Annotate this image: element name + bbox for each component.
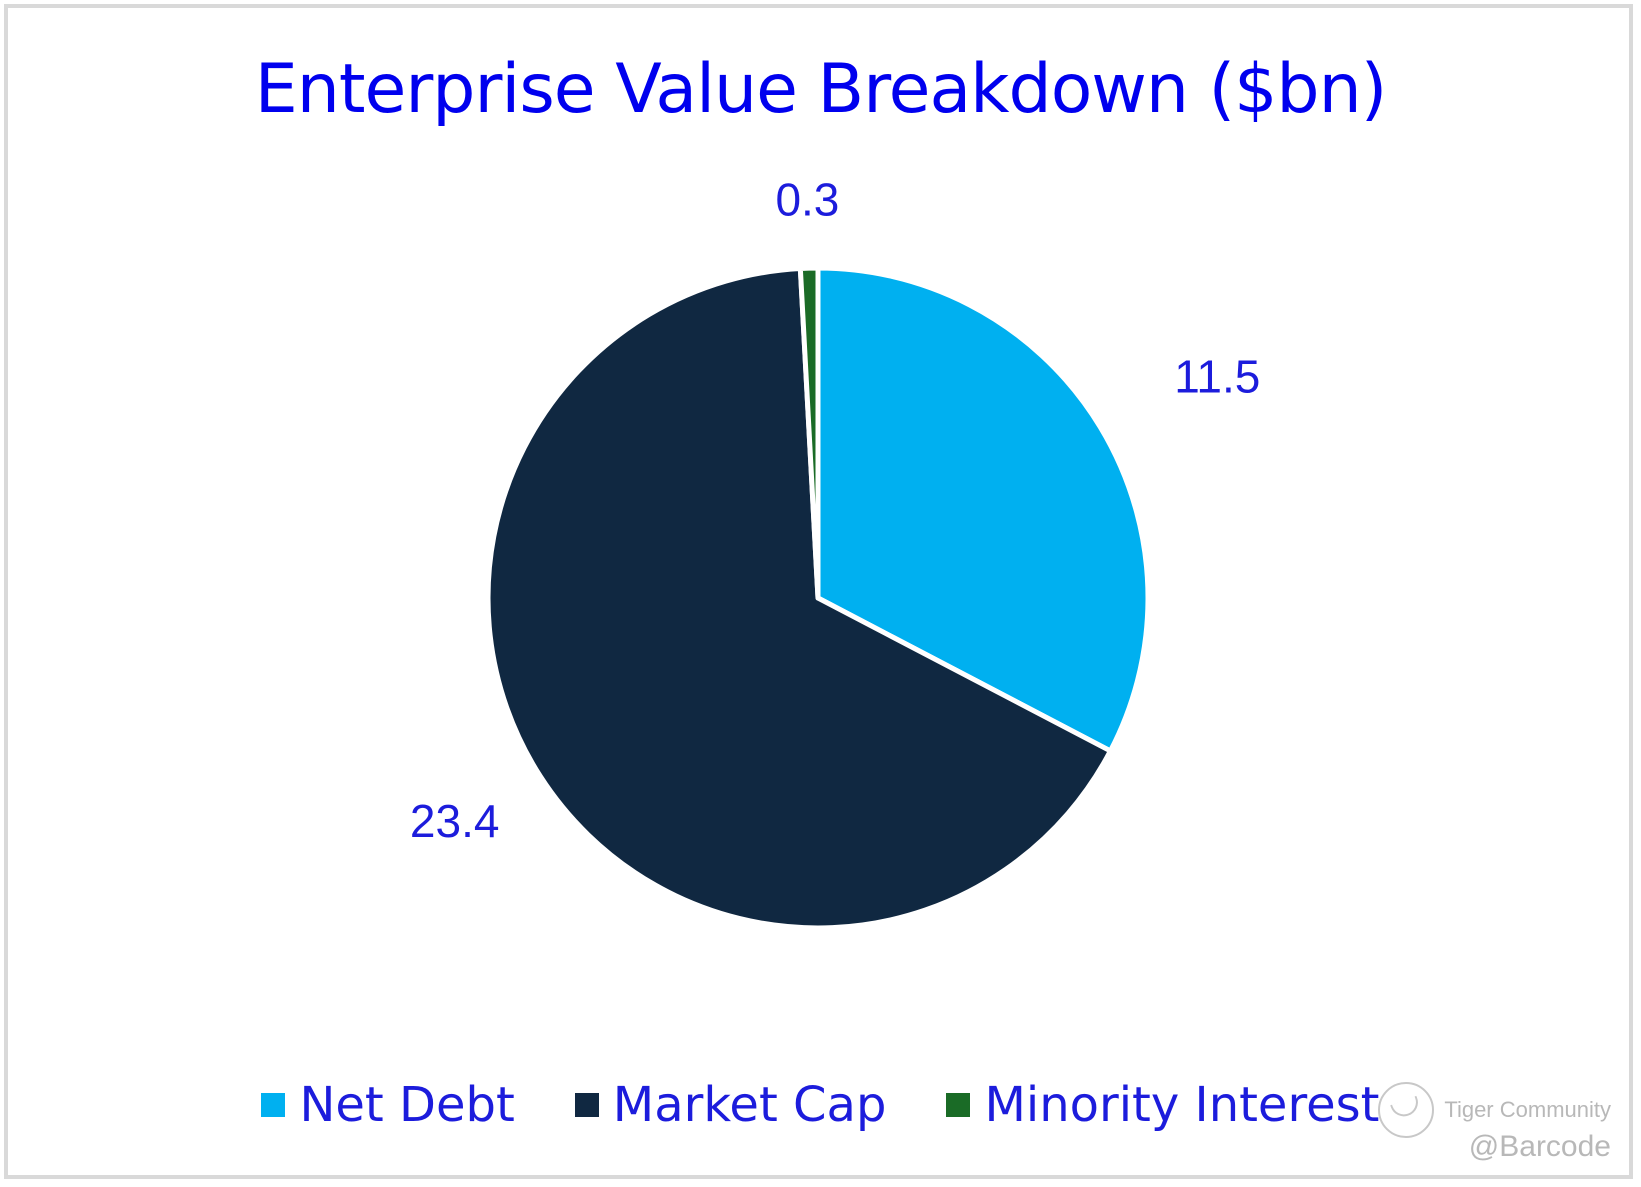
legend-label-minority-interest: Minority Interest <box>984 1077 1380 1133</box>
pie-slice-market-cap <box>485 265 1113 931</box>
data-label-market-cap: 23.4 <box>410 795 500 847</box>
legend: Net Debt Market Cap Minority Interest <box>0 1070 1641 1140</box>
legend-label-net-debt: Net Debt <box>299 1077 515 1133</box>
chart-title: Enterprise Value Breakdown ($bn) <box>254 50 1387 129</box>
legend-item-minority-interest: Minority Interest <box>946 1075 1380 1135</box>
legend-item-net-debt: Net Debt <box>261 1075 515 1135</box>
watermark-brand: Tiger Community <box>1378 1082 1611 1138</box>
pie-slices <box>485 265 1151 931</box>
pie-slice-net-debt <box>815 265 1151 754</box>
tiger-logo-icon <box>1378 1082 1435 1138</box>
legend-swatch-market-cap <box>574 1093 599 1117</box>
legend-label-market-cap: Market Cap <box>612 1077 887 1133</box>
data-label-net-debt: 11.5 <box>1174 351 1260 403</box>
pie-data-labels: 11.5 23.4 0.3 <box>410 173 1260 847</box>
watermark-handle: @Barcode <box>1468 1130 1611 1163</box>
watermark-brand-text: Tiger Community <box>1444 1097 1611 1122</box>
legend-swatch-minority-interest <box>946 1093 971 1117</box>
legend-item-market-cap: Market Cap <box>574 1075 887 1135</box>
data-label-minority-interest: 0.3 <box>775 173 839 225</box>
pie-slice-minority-interest <box>797 265 821 601</box>
legend-swatch-net-debt <box>261 1093 286 1117</box>
